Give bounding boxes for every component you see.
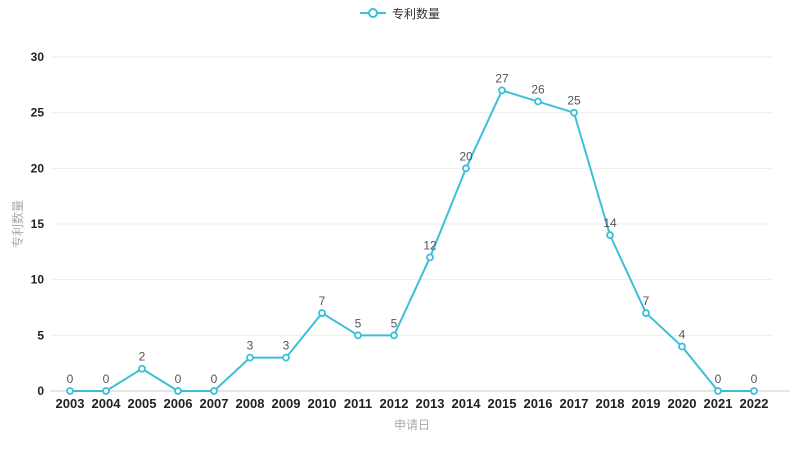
data-point-2010[interactable] — [318, 309, 326, 317]
x-axis-tick-label: 2016 — [524, 396, 553, 411]
x-axis-tick-label: 2012 — [380, 396, 409, 411]
x-axis-tick-label: 2009 — [272, 396, 301, 411]
x-axis-tick-label: 2010 — [308, 396, 337, 411]
x-axis-tick-label: 2015 — [488, 396, 517, 411]
x-axis-tick-label: 2019 — [632, 396, 661, 411]
data-point-2012[interactable] — [390, 331, 398, 340]
data-label: 4 — [679, 327, 686, 341]
data-label: 12 — [423, 238, 437, 252]
data-point-2019[interactable] — [642, 309, 650, 317]
x-axis-tick-label: 2013 — [416, 396, 445, 411]
x-axis-tick-label: 2003 — [56, 396, 85, 411]
legend-label: 专利数量 — [391, 6, 440, 21]
data-label: 0 — [751, 372, 758, 386]
data-point-2020[interactable] — [678, 342, 686, 351]
data-label: 3 — [283, 339, 290, 353]
x-axis-tick-label: 2022 — [740, 396, 769, 411]
data-point-2021[interactable] — [714, 387, 722, 395]
data-label: 0 — [67, 372, 74, 386]
data-point-2011[interactable] — [354, 331, 362, 340]
x-axis-tick-label: 2021 — [704, 396, 733, 411]
data-label: 5 — [355, 316, 362, 330]
y-axis-tick-label: 25 — [31, 106, 45, 120]
y-axis-tick-label: 0 — [37, 384, 44, 398]
legend-item-patent-count[interactable]: 专利数量 — [0, 4, 800, 22]
data-label: 14 — [603, 216, 617, 230]
data-label: 7 — [319, 294, 326, 308]
x-axis-tick-label: 2007 — [200, 396, 229, 411]
x-axis-tick-label: 2008 — [236, 396, 265, 411]
data-point-2004[interactable] — [102, 387, 110, 395]
data-label: 0 — [103, 372, 110, 386]
data-point-2008[interactable] — [246, 353, 254, 362]
x-axis-tick-label: 2006 — [164, 396, 193, 411]
y-axis-tick-label: 30 — [31, 50, 45, 64]
data-point-2014[interactable] — [462, 164, 470, 173]
data-label: 25 — [567, 94, 581, 108]
data-point-2022[interactable] — [750, 387, 758, 395]
data-point-2005[interactable] — [138, 364, 146, 373]
y-axis-tick-label: 10 — [31, 273, 45, 287]
data-label: 7 — [643, 294, 650, 308]
series-line — [69, 89, 755, 392]
data-label: 20 — [459, 149, 473, 163]
data-label: 5 — [391, 316, 398, 330]
y-axis-name: 专利数量 — [10, 200, 25, 248]
data-label: 0 — [211, 372, 218, 386]
data-point-2007[interactable] — [210, 387, 218, 395]
data-point-2018[interactable] — [606, 231, 614, 240]
x-axis-tick-label: 2020 — [668, 396, 697, 411]
x-axis-tick-label: 2017 — [560, 396, 589, 411]
data-point-2003[interactable] — [66, 387, 74, 395]
x-axis-tick-label: 2018 — [596, 396, 625, 411]
data-point-2016[interactable] — [534, 97, 542, 106]
x-axis-tick-label: 2011 — [344, 396, 372, 411]
data-label: 3 — [247, 339, 254, 353]
x-axis-tick-label: 2014 — [452, 396, 482, 411]
data-label: 0 — [175, 372, 182, 386]
line-series-legend-icon — [359, 8, 386, 18]
y-axis-tick-label: 5 — [37, 328, 44, 342]
y-axis-tick-label: 20 — [31, 161, 45, 175]
data-point-2015[interactable] — [498, 86, 506, 95]
x-axis-tick-label: 2005 — [128, 396, 157, 411]
data-label: 26 — [531, 83, 545, 97]
data-point-2013[interactable] — [426, 253, 434, 262]
data-point-2009[interactable] — [282, 353, 290, 362]
y-axis-tick-label: 15 — [31, 217, 45, 231]
data-point-2006[interactable] — [174, 387, 182, 395]
data-label: 27 — [495, 71, 509, 85]
x-axis-tick-label: 2004 — [92, 396, 122, 411]
data-label: 2 — [139, 350, 146, 364]
data-point-2017[interactable] — [570, 108, 578, 117]
data-label: 0 — [715, 372, 722, 386]
x-axis-name: 申请日 — [394, 418, 430, 432]
